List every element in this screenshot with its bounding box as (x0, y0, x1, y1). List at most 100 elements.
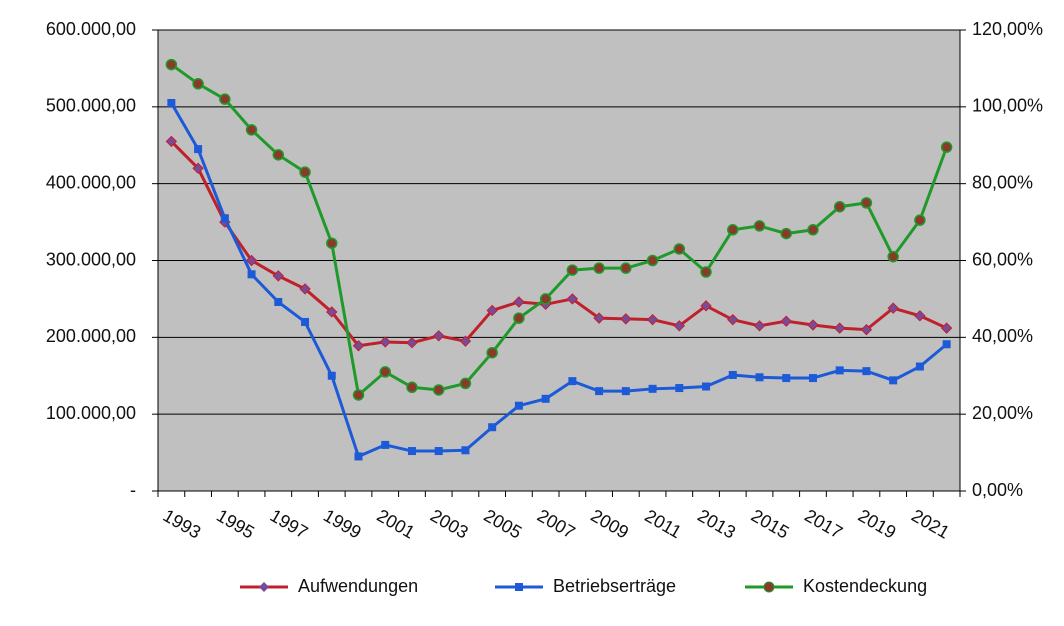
marker (461, 446, 470, 455)
marker (753, 320, 766, 332)
marker (486, 304, 498, 317)
x-tick-label: 2019 (855, 505, 900, 542)
marker (566, 293, 579, 305)
y-tick-label: - (130, 480, 136, 500)
marker (833, 200, 846, 213)
marker (406, 381, 418, 394)
x-tick-label: 2021 (908, 505, 953, 542)
x-tick-label: 1999 (320, 505, 365, 542)
marker (780, 315, 792, 327)
y2-tick-label: 80,00% (972, 172, 1033, 192)
marker (646, 254, 659, 267)
marker (514, 401, 523, 410)
marker (488, 423, 497, 432)
marker (702, 382, 711, 391)
y2-tick-label: 120,00% (972, 19, 1043, 39)
marker (434, 447, 443, 456)
series-line (170, 102, 948, 459)
marker (862, 367, 871, 376)
marker (914, 214, 926, 226)
marker (194, 145, 203, 154)
marker (914, 310, 926, 322)
marker (539, 293, 552, 305)
marker (165, 58, 178, 71)
marker (648, 384, 657, 393)
marker (595, 387, 604, 396)
x-tick-label: 1997 (267, 505, 312, 542)
y-tick-label: 100.000,00 (46, 403, 136, 423)
x-tick-label: 2013 (694, 505, 739, 542)
x-tick-label: 2015 (748, 505, 793, 542)
marker (727, 224, 739, 236)
x-tick-label: 1995 (213, 505, 258, 542)
marker (379, 366, 391, 378)
marker (272, 149, 285, 161)
marker (352, 340, 365, 352)
marker (326, 237, 338, 249)
marker (432, 384, 445, 396)
y-tick-label: 400.000,00 (46, 172, 136, 192)
marker (835, 366, 844, 375)
marker (167, 98, 176, 107)
marker (620, 313, 632, 325)
marker (675, 384, 684, 393)
marker (220, 214, 229, 223)
marker (326, 306, 338, 318)
marker (700, 266, 712, 278)
marker (192, 78, 204, 90)
marker (940, 141, 953, 153)
marker (620, 262, 632, 274)
marker (780, 227, 792, 240)
marker (860, 323, 873, 336)
legend-marker (259, 582, 269, 592)
x-tick-label: 2005 (480, 505, 525, 542)
marker (593, 312, 605, 324)
y-tick-label: 300.000,00 (46, 249, 136, 269)
marker (299, 166, 311, 178)
marker (301, 317, 310, 326)
marker (381, 440, 390, 449)
y2-tick-label: 100,00% (972, 96, 1043, 116)
y-tick-label: 600.000,00 (46, 19, 136, 39)
marker (541, 394, 550, 403)
x-tick-label: 2017 (801, 505, 846, 542)
y2-tick-label: 60,00% (972, 249, 1033, 269)
legend-label: Aufwendungen (298, 576, 418, 596)
x-tick-label: 2007 (534, 505, 579, 542)
marker (432, 330, 445, 342)
marker (568, 377, 577, 386)
marker (807, 224, 819, 236)
marker (245, 124, 258, 136)
y2-tick-label: 40,00% (972, 326, 1033, 346)
legend-marker (763, 581, 775, 593)
x-tick-label: 2011 (641, 506, 685, 543)
legend-marker (515, 583, 523, 591)
marker (755, 373, 764, 382)
marker (727, 313, 739, 326)
marker (219, 93, 231, 105)
y2-tick-label: 0,00% (972, 480, 1023, 500)
marker (406, 337, 418, 349)
marker (673, 243, 686, 255)
marker (860, 197, 873, 209)
y-tick-label: 200.000,00 (46, 326, 136, 346)
marker (165, 135, 178, 148)
marker (887, 250, 899, 263)
marker (352, 389, 365, 401)
marker (887, 302, 899, 314)
marker (753, 220, 766, 232)
marker (299, 283, 311, 295)
x-tick-label: 2001 (374, 505, 419, 542)
marker (942, 340, 951, 349)
y-tick-label: 500.000,00 (46, 96, 136, 116)
marker (247, 270, 256, 279)
x-tick-label: 2003 (427, 505, 472, 542)
marker (728, 370, 737, 379)
marker (621, 387, 630, 396)
marker (807, 319, 819, 331)
x-tick-label: 2009 (587, 505, 632, 542)
marker (889, 376, 898, 385)
marker (513, 296, 525, 308)
marker (833, 322, 846, 334)
